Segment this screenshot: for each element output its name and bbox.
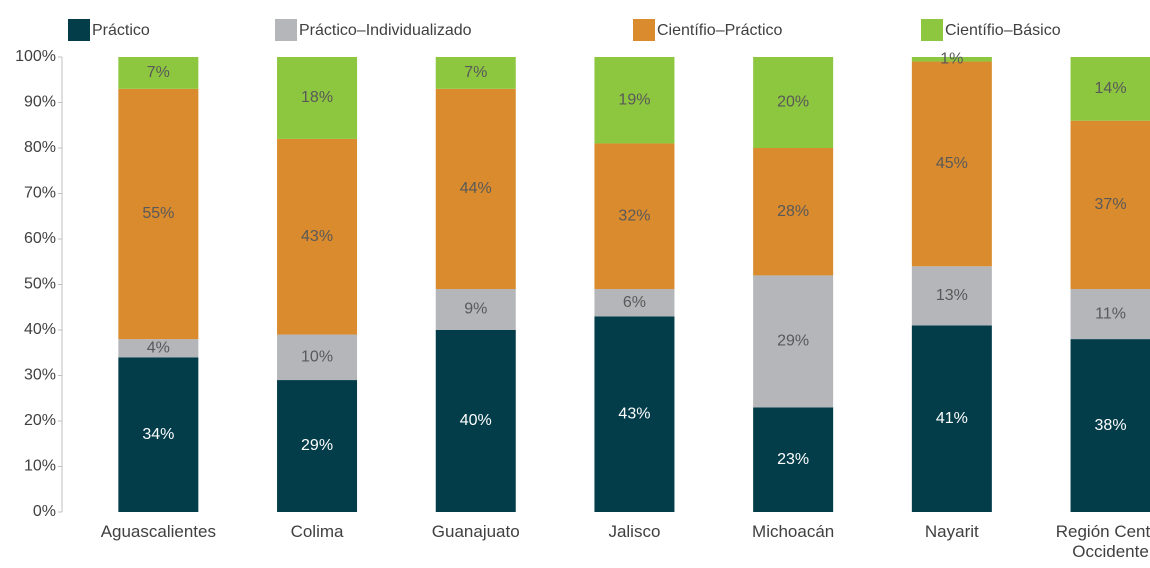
bar-segment — [1070, 120, 1150, 290]
data-label: 7% — [464, 64, 487, 81]
legend-swatch — [275, 19, 297, 41]
y-tick-label: 0% — [33, 503, 56, 520]
x-tick-label: Aguascalientes — [100, 522, 216, 541]
legend-swatch — [921, 19, 943, 41]
data-label: 11% — [1095, 305, 1126, 322]
bar-segment — [1070, 339, 1150, 512]
bar-segment — [118, 57, 199, 89]
x-tick-label: Nayarit — [924, 522, 979, 541]
legend-label: Científio–Básico — [945, 22, 1061, 39]
bar-segment — [435, 330, 516, 512]
data-label: 4% — [147, 339, 170, 356]
data-label: 55% — [142, 205, 174, 222]
bar-segment — [435, 88, 516, 290]
bar-segment — [118, 357, 199, 512]
data-label: 29% — [777, 333, 809, 350]
bar-segment — [594, 143, 675, 290]
x-tick-label: Jalisco — [608, 522, 661, 541]
data-label: 32% — [618, 207, 650, 224]
bar-segment — [594, 57, 675, 144]
data-label: 18% — [301, 89, 333, 106]
y-tick-label: 80% — [24, 139, 56, 156]
data-label: 20% — [777, 94, 809, 111]
bar-segment — [753, 148, 834, 276]
y-tick-label: 60% — [24, 230, 56, 247]
x-tick-label: Región Centro Occidente — [1055, 522, 1150, 561]
data-label: 10% — [301, 349, 333, 366]
bar-segment — [1070, 57, 1150, 121]
bar-segment — [594, 316, 675, 512]
data-label: 23% — [777, 451, 809, 468]
bar-segment — [277, 380, 358, 512]
legend-label: Práctico — [92, 22, 150, 39]
y-tick-label: 70% — [24, 185, 56, 202]
data-label: 38% — [1095, 417, 1127, 434]
data-label: 43% — [618, 405, 650, 422]
data-label: 37% — [1095, 196, 1127, 213]
data-label: 1% — [940, 50, 963, 67]
x-tick-label: Michoacán — [752, 522, 835, 541]
y-tick-label: 20% — [24, 412, 56, 429]
bar-segment — [911, 61, 992, 267]
bar-segment — [911, 57, 992, 62]
data-label: 43% — [301, 228, 333, 245]
y-tick-label: 30% — [24, 367, 56, 384]
data-label: 44% — [460, 180, 492, 197]
y-tick-label: 40% — [24, 321, 56, 338]
bar-segment — [911, 325, 992, 512]
legend-label: Práctico–Individualizado — [299, 22, 472, 39]
bar-segment — [435, 57, 516, 89]
data-label: 19% — [618, 91, 650, 108]
y-tick-label: 10% — [24, 458, 56, 475]
bar-segment — [753, 407, 834, 512]
bar-segment — [118, 339, 199, 358]
data-label: 9% — [464, 301, 487, 318]
data-label: 34% — [142, 426, 174, 443]
legend-label: Científio–Práctico — [657, 22, 782, 39]
bar-segment — [277, 334, 358, 381]
data-label: 41% — [936, 410, 968, 427]
legend-swatch — [633, 19, 655, 41]
data-label: 40% — [460, 412, 492, 429]
data-label: 7% — [147, 64, 170, 81]
data-label: 28% — [777, 203, 809, 220]
y-tick-label: 100% — [15, 48, 56, 65]
data-label: 6% — [623, 294, 646, 311]
bar-segment — [435, 289, 516, 330]
legend-swatch — [68, 19, 90, 41]
y-tick-label: 50% — [24, 276, 56, 293]
bar-segment — [1070, 289, 1150, 340]
bar-segment — [911, 266, 992, 326]
bar-segment — [753, 57, 834, 148]
x-tick-label: Colima — [290, 522, 344, 541]
data-label: 13% — [936, 287, 968, 304]
y-tick-label: 90% — [24, 94, 56, 111]
bar-segment — [118, 88, 199, 340]
bar-segment — [277, 138, 358, 335]
data-label: 29% — [301, 437, 333, 454]
bar-segment — [277, 57, 358, 139]
bar-segment — [594, 289, 675, 317]
bar-segment — [753, 275, 834, 408]
data-label: 45% — [936, 155, 968, 172]
data-label: 14% — [1095, 80, 1127, 97]
x-tick-label: Guanajuato — [431, 522, 520, 541]
